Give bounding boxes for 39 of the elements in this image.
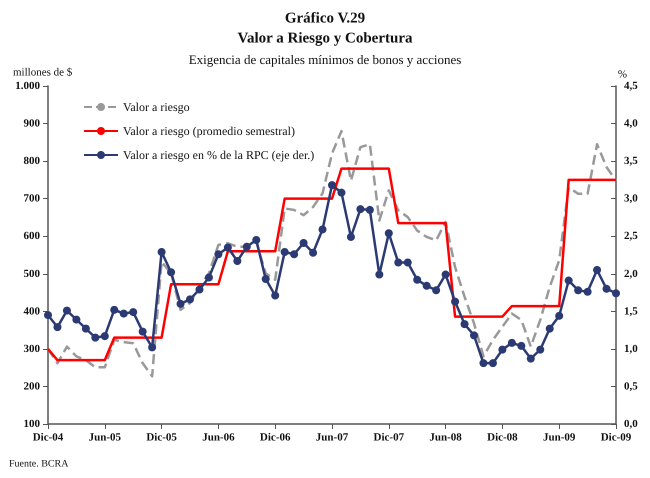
x-tick-label: Jun-08 [429,432,462,444]
chart-title: Gráfico V.29 Valor a Riesgo y Cobertura [238,10,413,46]
y2-tick-label: 1,5 [624,305,638,318]
y2-tick-label: 1,0 [624,342,638,355]
x-tick-label: Jun-07 [316,432,349,444]
x-tick-label: Jun-05 [88,432,122,444]
y2-tick-label: 2,0 [624,268,638,280]
x-tick-label: Jun-06 [202,432,236,444]
y2-tick-label: 0,0 [624,418,638,430]
legend-label: Valor a riesgo en % de la RPC (eje der.) [123,148,314,162]
y-tick-label: 300 [24,342,40,355]
y2-tick-label: 2,5 [624,230,638,242]
x-tick-label: Dic-06 [260,432,291,444]
x-tick-label: Jun-09 [542,432,576,444]
y2-tick-label: 4,0 [624,118,638,130]
y-tick-label: 900 [24,118,40,130]
y2-tick-label: 0,5 [624,380,638,392]
legend-label: Valor a riesgo (promedio semestral) [123,124,295,138]
y2-axis-title: % [618,68,628,80]
x-tick-label: Dic-09 [600,432,632,444]
y-tick-label: 600 [24,230,40,242]
y-tick-label: 100 [24,418,40,430]
y2-tick-label: 4,5 [624,80,638,92]
y-tick-label: 400 [24,305,40,318]
x-tick-label: Dic-08 [487,432,518,444]
y2-tick-label: 3,0 [624,192,638,205]
y-axis-title: millones de $ [13,66,73,78]
legend-label: Valor a riesgo [123,100,190,114]
y-tick-label: 200 [24,380,40,392]
x-tick-label: Dic-05 [146,432,178,444]
y-tick-label: 700 [24,192,40,205]
x-tick-label: Dic-04 [32,432,64,444]
x-tick-label: Dic-07 [374,432,405,444]
y-tick-label: 1.000 [15,80,40,92]
y-tick-label: 800 [24,155,40,168]
source-note: Fuente. BCRA [9,458,70,470]
y2-tick-label: 3,5 [624,155,638,168]
y-tick-label: 500 [24,268,40,280]
chart-subtitle: Exigencia de capitales mínimos de bonos y acciones [188,52,462,67]
